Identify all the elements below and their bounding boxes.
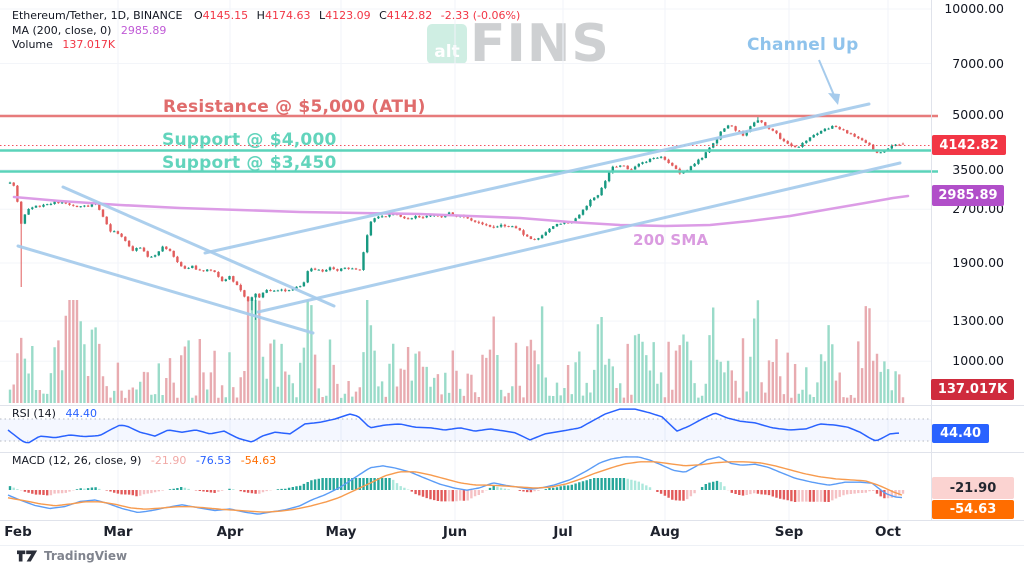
high-label: H <box>256 9 265 22</box>
time-axis-month-label: Jul <box>553 524 573 540</box>
low-label: L <box>318 9 326 22</box>
volume-label: Volume <box>12 38 53 51</box>
time-axis-month-label: May <box>325 524 357 540</box>
rsi-value: 44.40 <box>65 407 97 420</box>
sma-200-annotation: 200 SMA <box>633 231 709 249</box>
altfins-fins-text: FINS <box>470 14 610 74</box>
time-axis-month-label: Apr <box>216 524 244 540</box>
low-value: 4123.09 <box>325 9 371 22</box>
altfins-watermark: alt FINS <box>427 14 610 74</box>
price-axis-tick: 1000.00 <box>952 353 1004 369</box>
ma-value: 2985.89 <box>120 24 167 37</box>
volume-legend-row: Volume 137.017K <box>12 38 115 51</box>
rsi-badge: 44.40 <box>932 424 989 443</box>
volume-badge: 137.017K <box>931 379 1014 400</box>
symbol-legend-row: Ethereum/Tether, 1D, BINANCE O4145.15 H4… <box>12 9 520 22</box>
altfins-alt-logo-icon: alt <box>427 24 467 64</box>
macd-hist-value: -21.90 <box>150 454 187 467</box>
time-axis-month-label: Feb <box>4 524 32 540</box>
support-4000-annotation: Support @ $4,000 <box>162 130 337 150</box>
high-value: 4174.63 <box>264 9 311 22</box>
tradingview-logo[interactable]: TradingView <box>17 549 127 563</box>
rsi-label: RSI (14) <box>12 407 56 420</box>
price-axis-tick: 5000.00 <box>952 107 1004 122</box>
ma200-badge: 2985.89 <box>932 185 1004 206</box>
rsi-pane-label: RSI (14) 44.40 <box>12 407 97 420</box>
open-label: O <box>194 9 203 22</box>
last-price-badge: 4142.82 <box>932 135 1006 155</box>
support-3450-annotation: Support @ $3,450 <box>162 153 337 173</box>
price-axis-tick: 1900.00 <box>952 255 1004 271</box>
macd-signal-badge: -54.63 <box>932 500 1014 519</box>
price-axis-tick: 7000.00 <box>952 55 1004 71</box>
ma-label: MA (200, close, 0) <box>12 24 112 37</box>
price-axis-tick: 3500.00 <box>952 161 1004 177</box>
open-value: 4145.15 <box>202 9 249 22</box>
time-axis-month-label: Mar <box>103 524 133 540</box>
time-axis-month-label: Jun <box>442 524 468 540</box>
time-axis-month-label: Sep <box>774 524 804 540</box>
time-axis-month-label: Aug <box>650 524 680 540</box>
macd-signal-value: -54.63 <box>240 454 277 467</box>
volume-value: 137.017K <box>62 38 116 51</box>
macd-pane-label: MACD (12, 26, close, 9) -21.90 -76.53 -5… <box>12 454 276 467</box>
change-value: -2.33 (-0.06%) <box>440 9 521 22</box>
tradingview-logo-icon <box>17 550 38 562</box>
close-label: C <box>379 9 387 22</box>
macd-label: MACD (12, 26, close, 9) <box>12 454 142 467</box>
price-axis-tick: 10000.00 <box>944 0 1004 16</box>
symbol-title: Ethereum/Tether, 1D, BINANCE <box>12 9 183 22</box>
tradingview-brand-text: TradingView <box>44 549 128 563</box>
ma-legend-row: MA (200, close, 0) 2985.89 <box>12 24 166 37</box>
channel-up-annotation: Channel Up <box>747 35 859 55</box>
macd-hist-badge: -21.90 <box>932 477 1014 499</box>
time-axis-month-label: Oct <box>875 524 901 540</box>
macd-line-value: -76.53 <box>195 454 232 467</box>
price-axis-tick: 1300.00 <box>952 313 1004 329</box>
resistance-annotation: Resistance @ $5,000 (ATH) <box>163 97 426 117</box>
close-value: 4142.82 <box>386 9 433 22</box>
